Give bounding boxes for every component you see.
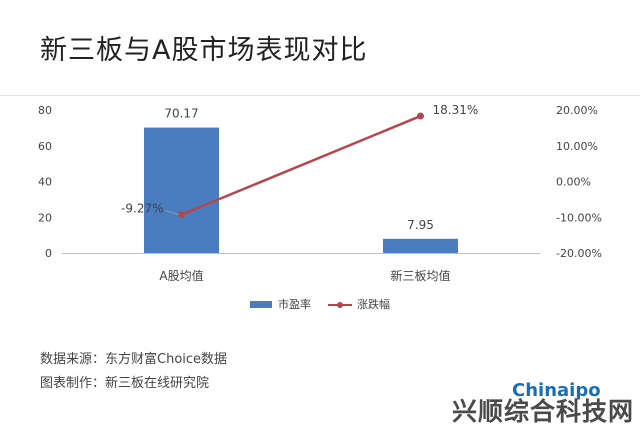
source-value: 东方财富Choice数据	[105, 352, 228, 367]
y-right-tick-label: 0.00%	[556, 176, 591, 189]
y-right-tick-label: -10.00%	[556, 211, 602, 224]
y-right-tick-label: 20.00%	[556, 104, 598, 117]
source-label: 数据来源：	[40, 352, 106, 367]
y-left-tick-label: 20	[38, 211, 52, 224]
y-right-tick-label: 10.00%	[556, 140, 598, 153]
y-left-tick-label: 80	[38, 104, 52, 117]
y-right-tick-label: -20.00%	[556, 247, 602, 260]
line-data-label: -9.27%	[121, 202, 163, 216]
legend-label-bar: 市盈率	[278, 297, 311, 311]
line-point-1	[178, 211, 185, 219]
brand-logo: Chinaipo	[512, 380, 601, 401]
bar-2	[383, 238, 458, 253]
source-line: 数据来源：东方财富Choice数据	[40, 348, 227, 367]
maker-label: 图表制作：	[40, 376, 106, 391]
y-left-tick-label: 0	[45, 247, 52, 260]
title-divider	[0, 95, 640, 96]
label-leader-line	[165, 210, 179, 216]
x-tick-label: A股均值	[159, 268, 203, 283]
line-series	[181, 114, 421, 216]
bar-data-label: 7.95	[407, 218, 434, 232]
x-tick-label: 新三板均值	[390, 268, 450, 283]
bar-data-label: 70.17	[164, 107, 198, 121]
line-data-label: 18.31%	[433, 103, 479, 117]
site-watermark: 兴顺综合科技网	[451, 397, 634, 426]
legend-swatch-bar	[250, 301, 272, 308]
y-left-tick-label: 40	[38, 176, 52, 189]
line-point-2	[417, 112, 424, 120]
maker-line: 图表制作：新三板在线研究院	[40, 372, 209, 391]
page-title: 新三板与A股市场表现对比	[40, 35, 368, 66]
y-left-tick-label: 60	[38, 140, 52, 153]
bar-1	[144, 127, 219, 253]
legend-label-line: 涨跌幅	[357, 297, 390, 311]
maker-value: 新三板在线研究院	[105, 376, 210, 391]
legend-swatch-marker	[337, 302, 343, 308]
